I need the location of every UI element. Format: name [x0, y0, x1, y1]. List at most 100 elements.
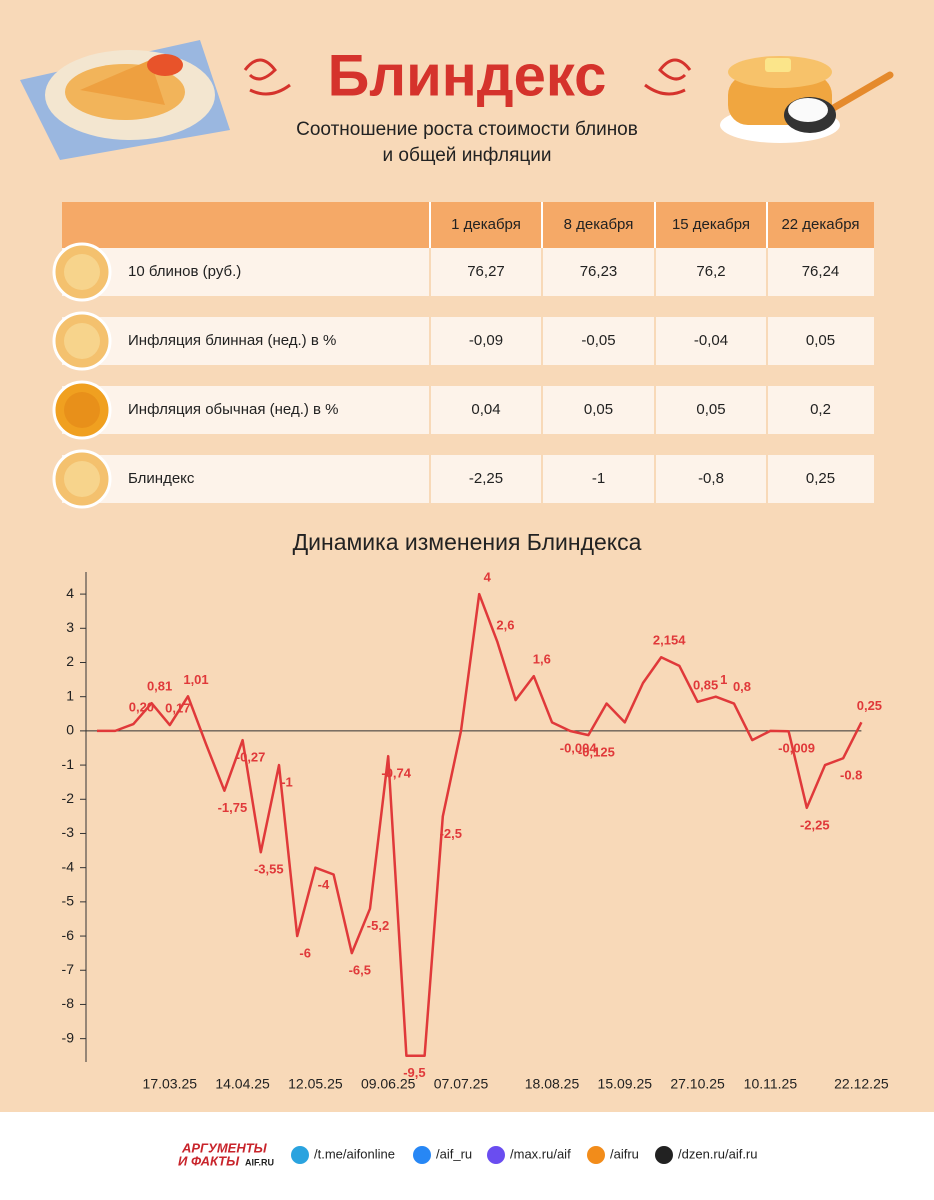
link-icon: [291, 1146, 309, 1164]
x-tick-label: 09.06.25: [361, 1076, 416, 1092]
data-label: 0,25: [857, 698, 882, 713]
data-label: -6: [299, 945, 311, 960]
cell: 76,2: [696, 263, 725, 280]
data-label: -0,125: [578, 745, 615, 760]
link: /dzen.ru/aif.ru: [678, 1146, 758, 1161]
x-tick-label: 14.04.25: [215, 1076, 270, 1092]
logo: И ФАКТЫ: [178, 1153, 240, 1168]
cell: 0,05: [696, 401, 725, 418]
data-label: -1: [281, 775, 293, 790]
x-tick-label: 15.09.25: [598, 1076, 653, 1092]
cell: -0,8: [698, 470, 724, 487]
table-row: [62, 386, 874, 434]
y-tick-label: -7: [62, 961, 75, 977]
link: /aif_ru: [436, 1146, 472, 1161]
row-label: Инфляция блинная (нед.) в %: [128, 332, 336, 349]
cell: -0,05: [581, 332, 615, 349]
cell: 0,05: [584, 401, 613, 418]
link-icon: [413, 1146, 431, 1164]
line: [97, 592, 863, 1057]
x-tick-label: 27.10.25: [670, 1076, 725, 1092]
data-label: -6,5: [349, 963, 371, 978]
y-tick-label: 1: [66, 687, 74, 703]
row-icon-inner: [64, 254, 100, 290]
logo: АРГУМЕНТЫ: [181, 1140, 268, 1155]
table-header: [62, 202, 874, 248]
y-tick-label: -8: [62, 995, 75, 1011]
link-icon: [587, 1146, 605, 1164]
column-header: 15 декабря: [672, 216, 750, 233]
data-label: -2,5: [440, 826, 462, 841]
row-label: 10 блинов (руб.): [128, 263, 241, 280]
link-icon: [655, 1146, 673, 1164]
table-row: [62, 317, 874, 365]
y-tick-label: -1: [62, 756, 75, 772]
y-tick-label: 3: [66, 619, 74, 635]
subtitle: и общей инфляции: [382, 145, 551, 166]
link: /aifru: [610, 1146, 639, 1161]
data-label: -0,004: [560, 740, 598, 755]
data-label: 1,01: [183, 672, 208, 687]
data-label: 0,85: [693, 677, 718, 692]
data-label: 2,6: [496, 617, 514, 632]
data-label: 1: [720, 672, 727, 687]
row-label: Инфляция обычная (нед.) в %: [128, 401, 339, 418]
y-tick-label: 0: [66, 722, 74, 738]
row-icon-inner: [64, 392, 100, 428]
cell: 0,04: [471, 401, 500, 418]
data-label: 0,8: [733, 679, 751, 694]
data-label: 4: [484, 570, 492, 585]
cell: 0,05: [806, 332, 835, 349]
subtitle: Соотношение роста стоимости блинов: [296, 119, 638, 140]
cell: 76,24: [802, 263, 840, 280]
link: /max.ru/aif: [510, 1146, 571, 1161]
x-tick-label: 12.05.25: [288, 1076, 343, 1092]
row-icon-inner: [64, 461, 100, 497]
x-tick-label: 07.07.25: [434, 1076, 489, 1092]
data-label: -3,55: [254, 862, 284, 877]
data-label: 2,154: [653, 633, 686, 648]
x-tick-label: 10.11.25: [744, 1076, 798, 1092]
y-tick-label: -9: [62, 1029, 75, 1045]
cell: -0,09: [469, 332, 503, 349]
table-row: [62, 248, 874, 296]
y-tick-label: 4: [66, 585, 74, 601]
chart-title: Динамика изменения Блиндекса: [293, 529, 642, 555]
ornament: [243, 58, 692, 96]
footer-band: [0, 1112, 934, 1200]
cell: 0,25: [806, 470, 835, 487]
row-label: Блиндекс: [128, 470, 195, 487]
cell: -0,04: [694, 332, 728, 349]
data-label: -0.8: [840, 768, 862, 783]
x-tick-label: 18.08.25: [525, 1076, 580, 1092]
cell: 76,27: [467, 263, 505, 280]
x-tick-label: 17.03.25: [143, 1076, 198, 1092]
data-label: -0,009: [778, 741, 815, 756]
cell: 76,23: [580, 263, 618, 280]
data-label: -4: [318, 877, 330, 892]
column-header: 1 декабря: [451, 216, 521, 233]
title: Блиндекс: [328, 43, 607, 108]
y-tick-label: -6: [62, 927, 75, 943]
x-tick-label: 22.12.25: [834, 1076, 889, 1092]
data-label: -5,2: [367, 918, 389, 933]
pancake-stack-illustration: [720, 56, 894, 143]
y-tick-label: -5: [62, 893, 75, 909]
data-label: -0,27: [236, 750, 266, 765]
row-icon-inner: [64, 323, 100, 359]
y-tick-label: -4: [62, 858, 75, 874]
link-icon: [487, 1146, 505, 1164]
link: /t.me/aifonline: [314, 1146, 395, 1161]
cell: -1: [592, 470, 605, 487]
y-tick-label: 2: [66, 653, 74, 669]
pancake-plate-illustration: [20, 40, 230, 160]
column-header: 22 декабря: [781, 216, 859, 233]
cell: -2,25: [469, 470, 503, 487]
cell: 0,2: [810, 401, 831, 418]
data-label: -0,74: [381, 766, 411, 781]
data-label: 1,6: [533, 652, 551, 667]
y-tick-label: -2: [62, 790, 75, 806]
logo: AIF.RU: [245, 1157, 274, 1167]
